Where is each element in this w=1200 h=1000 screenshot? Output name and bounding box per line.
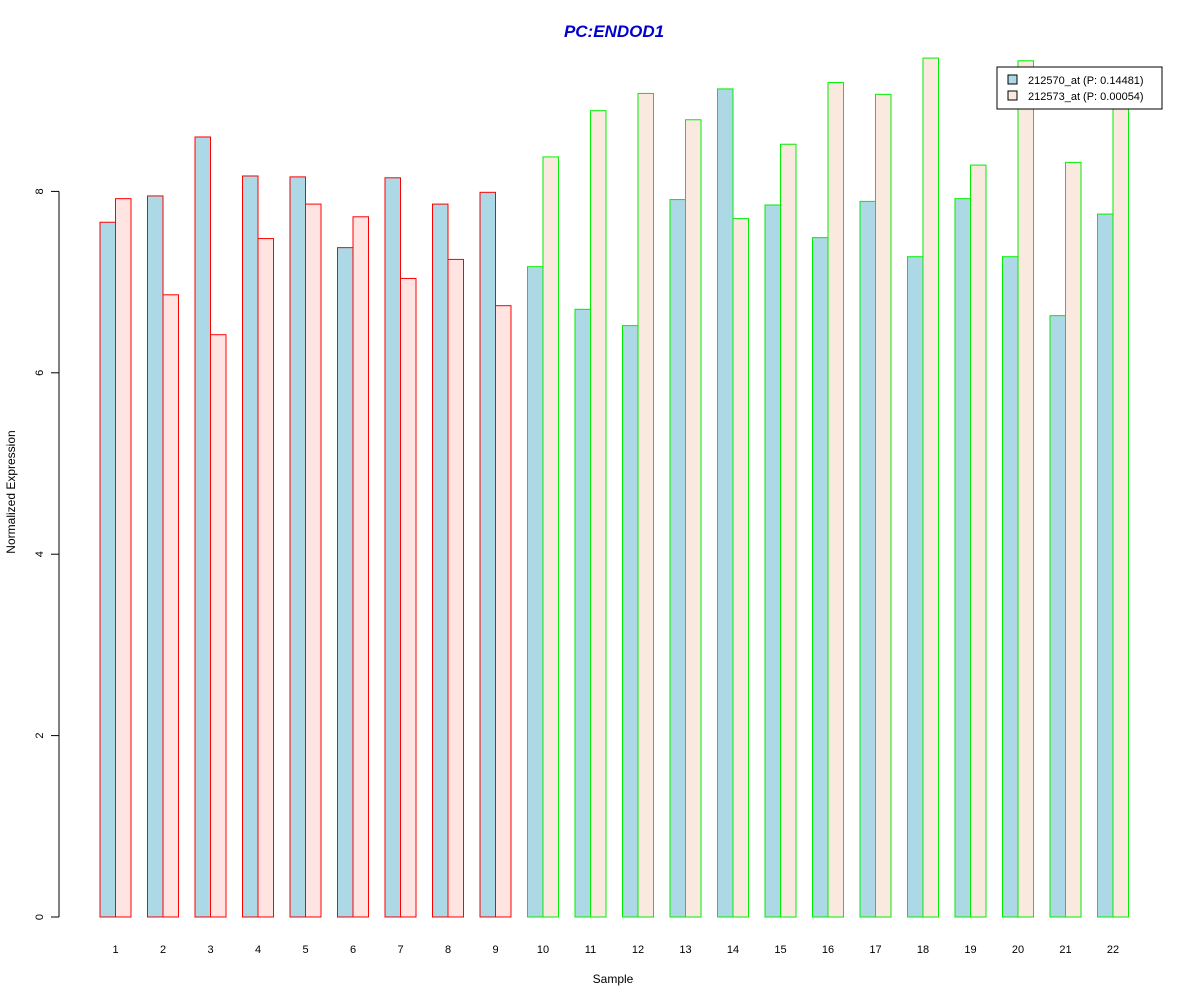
bar-212570-sample-20 (1002, 256, 1019, 918)
x-axis: 1 2 3 4 5 6 7 8 9 10 11 12 13 14 15 16 17 18 19 20 21 22 (112, 944, 1119, 956)
bar-212570-sample-6 (337, 247, 354, 918)
bar-212573-sample-9 (495, 305, 512, 918)
bar-212573-sample-2 (162, 294, 179, 918)
x-tick-label: 11 (585, 944, 596, 956)
bar-212573-sample-14 (732, 218, 749, 918)
x-tick-label: 12 (632, 944, 644, 956)
bar-212573-sample-17 (875, 93, 892, 918)
bar-212570-sample-10 (527, 266, 544, 918)
y-tick-label: 8 (34, 188, 46, 194)
bar-212573-sample-18 (922, 57, 939, 918)
bar-212573-sample-8 (447, 258, 464, 918)
bar-212573-sample-12 (637, 92, 654, 918)
x-tick-label: 4 (255, 944, 261, 956)
x-tick-label: 1 (112, 944, 118, 956)
x-tick-label: 21 (1059, 944, 1071, 956)
legend-box (996, 66, 1163, 110)
bar-212573-sample-15 (780, 143, 797, 918)
bar-212573-sample-10 (542, 156, 559, 918)
x-tick-label: 9 (492, 944, 498, 956)
bar-212570-sample-13 (669, 199, 686, 918)
bar-212570-sample-15 (764, 204, 781, 918)
x-axis-label: Sample (593, 972, 634, 986)
bar-212573-sample-19 (970, 164, 987, 918)
bar-212573-sample-5 (305, 203, 322, 918)
bar-212570-sample-9 (479, 191, 496, 918)
bar-212570-sample-14 (717, 88, 734, 918)
legend-swatch-212570 (1007, 74, 1018, 85)
y-tick-label: 4 (34, 551, 46, 557)
x-tick-label: 6 (350, 944, 356, 956)
bar-212570-sample-1 (99, 221, 116, 918)
x-tick-label: 2 (160, 944, 166, 956)
x-tick-label: 16 (822, 944, 834, 956)
y-axis-label: Normalized Expression (4, 430, 18, 553)
bar-212573-sample-22 (1112, 107, 1129, 918)
bar-212570-sample-16 (812, 237, 829, 918)
y-tick-label: 2 (34, 733, 46, 739)
bar-212573-sample-3 (210, 334, 227, 918)
bars-layer (99, 57, 1129, 918)
bar-212573-sample-13 (685, 119, 702, 918)
bar-212570-sample-22 (1097, 213, 1114, 918)
bar-212573-sample-6 (352, 216, 369, 918)
legend: 212570_at (P: 0.14481) 212573_at (P: 0.0… (996, 66, 1163, 110)
x-tick-label: 19 (964, 944, 976, 956)
x-tick-label: 20 (1012, 944, 1024, 956)
bar-212573-sample-21 (1065, 161, 1082, 918)
x-tick-label: 22 (1107, 944, 1119, 956)
bar-212573-sample-20 (1017, 60, 1034, 918)
legend-label-212573: 212573_at (P: 0.00054) (1028, 91, 1144, 103)
x-tick-label: 18 (917, 944, 929, 956)
bar-212570-sample-19 (954, 198, 971, 918)
bar-212570-sample-17 (859, 200, 876, 918)
x-tick-label: 10 (537, 944, 549, 956)
x-tick-label: 14 (727, 944, 739, 956)
bar-212570-sample-8 (432, 203, 449, 918)
x-tick-label: 7 (397, 944, 403, 956)
bar-212570-sample-18 (907, 256, 924, 918)
y-tick-label: 6 (34, 370, 46, 376)
bar-212570-sample-2 (147, 195, 164, 918)
bar-212573-sample-7 (400, 277, 417, 918)
x-tick-label: 8 (445, 944, 451, 956)
bar-212570-sample-3 (194, 136, 211, 918)
x-tick-label: 13 (679, 944, 691, 956)
bar-212573-sample-11 (590, 110, 607, 918)
y-axis: 0 2 4 6 8 (34, 188, 60, 920)
bar-212573-sample-16 (827, 82, 844, 918)
x-tick-label: 3 (207, 944, 213, 956)
x-tick-label: 15 (774, 944, 786, 956)
y-tick-label: 0 (34, 914, 46, 920)
bar-212570-sample-4 (242, 175, 259, 918)
legend-label-212570: 212570_at (P: 0.14481) (1028, 75, 1144, 87)
legend-swatch-212573 (1007, 90, 1018, 101)
bar-212573-sample-1 (115, 198, 132, 918)
bar-212570-sample-7 (384, 177, 401, 918)
bar-212570-sample-12 (622, 325, 639, 918)
bar-212570-sample-21 (1049, 315, 1066, 918)
x-tick-label: 5 (302, 944, 308, 956)
bar-212570-sample-5 (289, 176, 306, 918)
chart-title: PC:ENDOD1 (564, 22, 664, 41)
bar-212570-sample-11 (574, 308, 591, 918)
bar-212573-sample-4 (257, 238, 274, 918)
x-tick-label: 17 (869, 944, 881, 956)
